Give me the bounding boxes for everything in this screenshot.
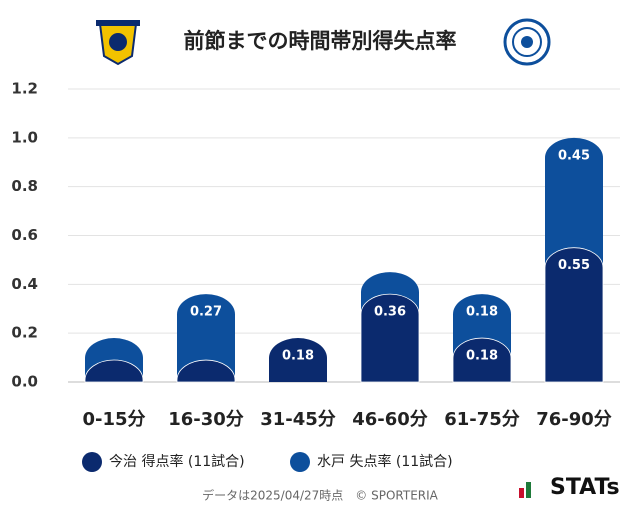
legend: 今治 得点率 (11試合) 水戸 失点率 (11試合) xyxy=(82,452,453,472)
bar-segment xyxy=(84,359,144,383)
data-label: 0.27 xyxy=(190,305,222,320)
bar-segment xyxy=(452,337,512,383)
legend-swatch xyxy=(290,452,310,472)
x-tick-label: 16-30分 xyxy=(168,409,244,430)
y-tick-label: 0.2 xyxy=(11,324,38,342)
x-tick-label: 61-75分 xyxy=(444,409,520,430)
data-label: 0.45 xyxy=(558,148,590,163)
y-tick-label: 0.4 xyxy=(11,275,38,293)
x-tick-label: 46-60分 xyxy=(352,409,428,430)
y-tick-label: 1.0 xyxy=(11,128,38,146)
legend-label: 水戸 失点率 (11試合) xyxy=(317,453,453,470)
data-label: 0.55 xyxy=(558,258,590,273)
bar-segment xyxy=(269,338,327,382)
x-tick-label: 0-15分 xyxy=(82,409,145,430)
brand-logo: STATs xyxy=(519,475,620,500)
data-label: 0.18 xyxy=(466,349,498,364)
x-tick-label: 76-90分 xyxy=(536,409,612,430)
bar-segment xyxy=(177,294,235,382)
legend-label: 今治 得点率 (11試合) xyxy=(109,453,245,470)
chart-title: 前節までの時間帯別得失点率 xyxy=(184,29,457,53)
y-tick-label: 0.6 xyxy=(11,226,38,244)
bar-segment xyxy=(544,247,604,383)
data-label: 0.18 xyxy=(282,349,314,364)
data-label: 0.18 xyxy=(466,305,498,320)
y-tick-label: 1.2 xyxy=(11,80,38,98)
legend-swatch xyxy=(82,452,102,472)
footer: データは2025/04/27時点 © SPORTERIA xyxy=(202,488,439,503)
team-logo-right xyxy=(503,18,551,66)
bar-segment xyxy=(176,359,236,383)
x-tick-label: 31-45分 xyxy=(260,409,336,430)
team-logo-left xyxy=(96,20,140,66)
y-tick-label: 0.8 xyxy=(11,177,38,195)
brand: STATs xyxy=(550,475,620,500)
bar-segment xyxy=(360,293,420,383)
y-tick-label: 0.0 xyxy=(11,373,38,391)
data-label: 0.36 xyxy=(374,305,406,320)
